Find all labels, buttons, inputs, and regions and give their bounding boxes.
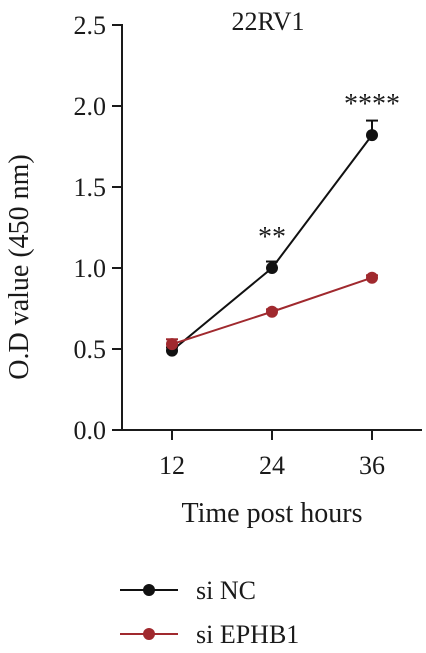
y-tick-label: 1.5 (74, 173, 107, 202)
x-tick-label: 12 (159, 451, 185, 480)
annotation-layer: ****** (258, 89, 400, 253)
chart-title: 22RV1 (231, 7, 304, 36)
y-ticks: 0.0 0.5 1.0 1.5 2.0 2.5 (74, 11, 122, 445)
x-axis-label: Time post hours (181, 498, 362, 529)
data-point (366, 271, 378, 284)
y-axis-label: O.D value (450 nm) (4, 154, 35, 380)
data-point (366, 129, 378, 142)
y-tick-label: 1.0 (74, 254, 107, 283)
legend-marker (143, 628, 155, 640)
y-tick-label: 2.0 (74, 92, 107, 121)
series (166, 271, 378, 351)
y-tick-label: 0.5 (74, 335, 107, 364)
legend-marker (143, 584, 155, 596)
x-ticks: 12 24 36 (159, 430, 385, 480)
x-tick-label: 36 (359, 451, 385, 480)
series-layer (166, 119, 378, 357)
legend-label: si NC (196, 576, 256, 605)
data-point (266, 305, 278, 318)
data-point (166, 338, 178, 351)
y-tick-label: 2.5 (74, 11, 107, 40)
significance-label: ** (258, 222, 286, 253)
legend: si NC si EPHB1 (120, 576, 299, 649)
y-tick-label: 0.0 (74, 416, 107, 445)
legend-item: si EPHB1 (120, 620, 299, 649)
data-point (266, 262, 278, 274)
legend-item: si NC (120, 576, 256, 605)
significance-label: **** (344, 89, 400, 120)
x-tick-label: 24 (259, 451, 285, 480)
legend-label: si EPHB1 (196, 620, 299, 649)
